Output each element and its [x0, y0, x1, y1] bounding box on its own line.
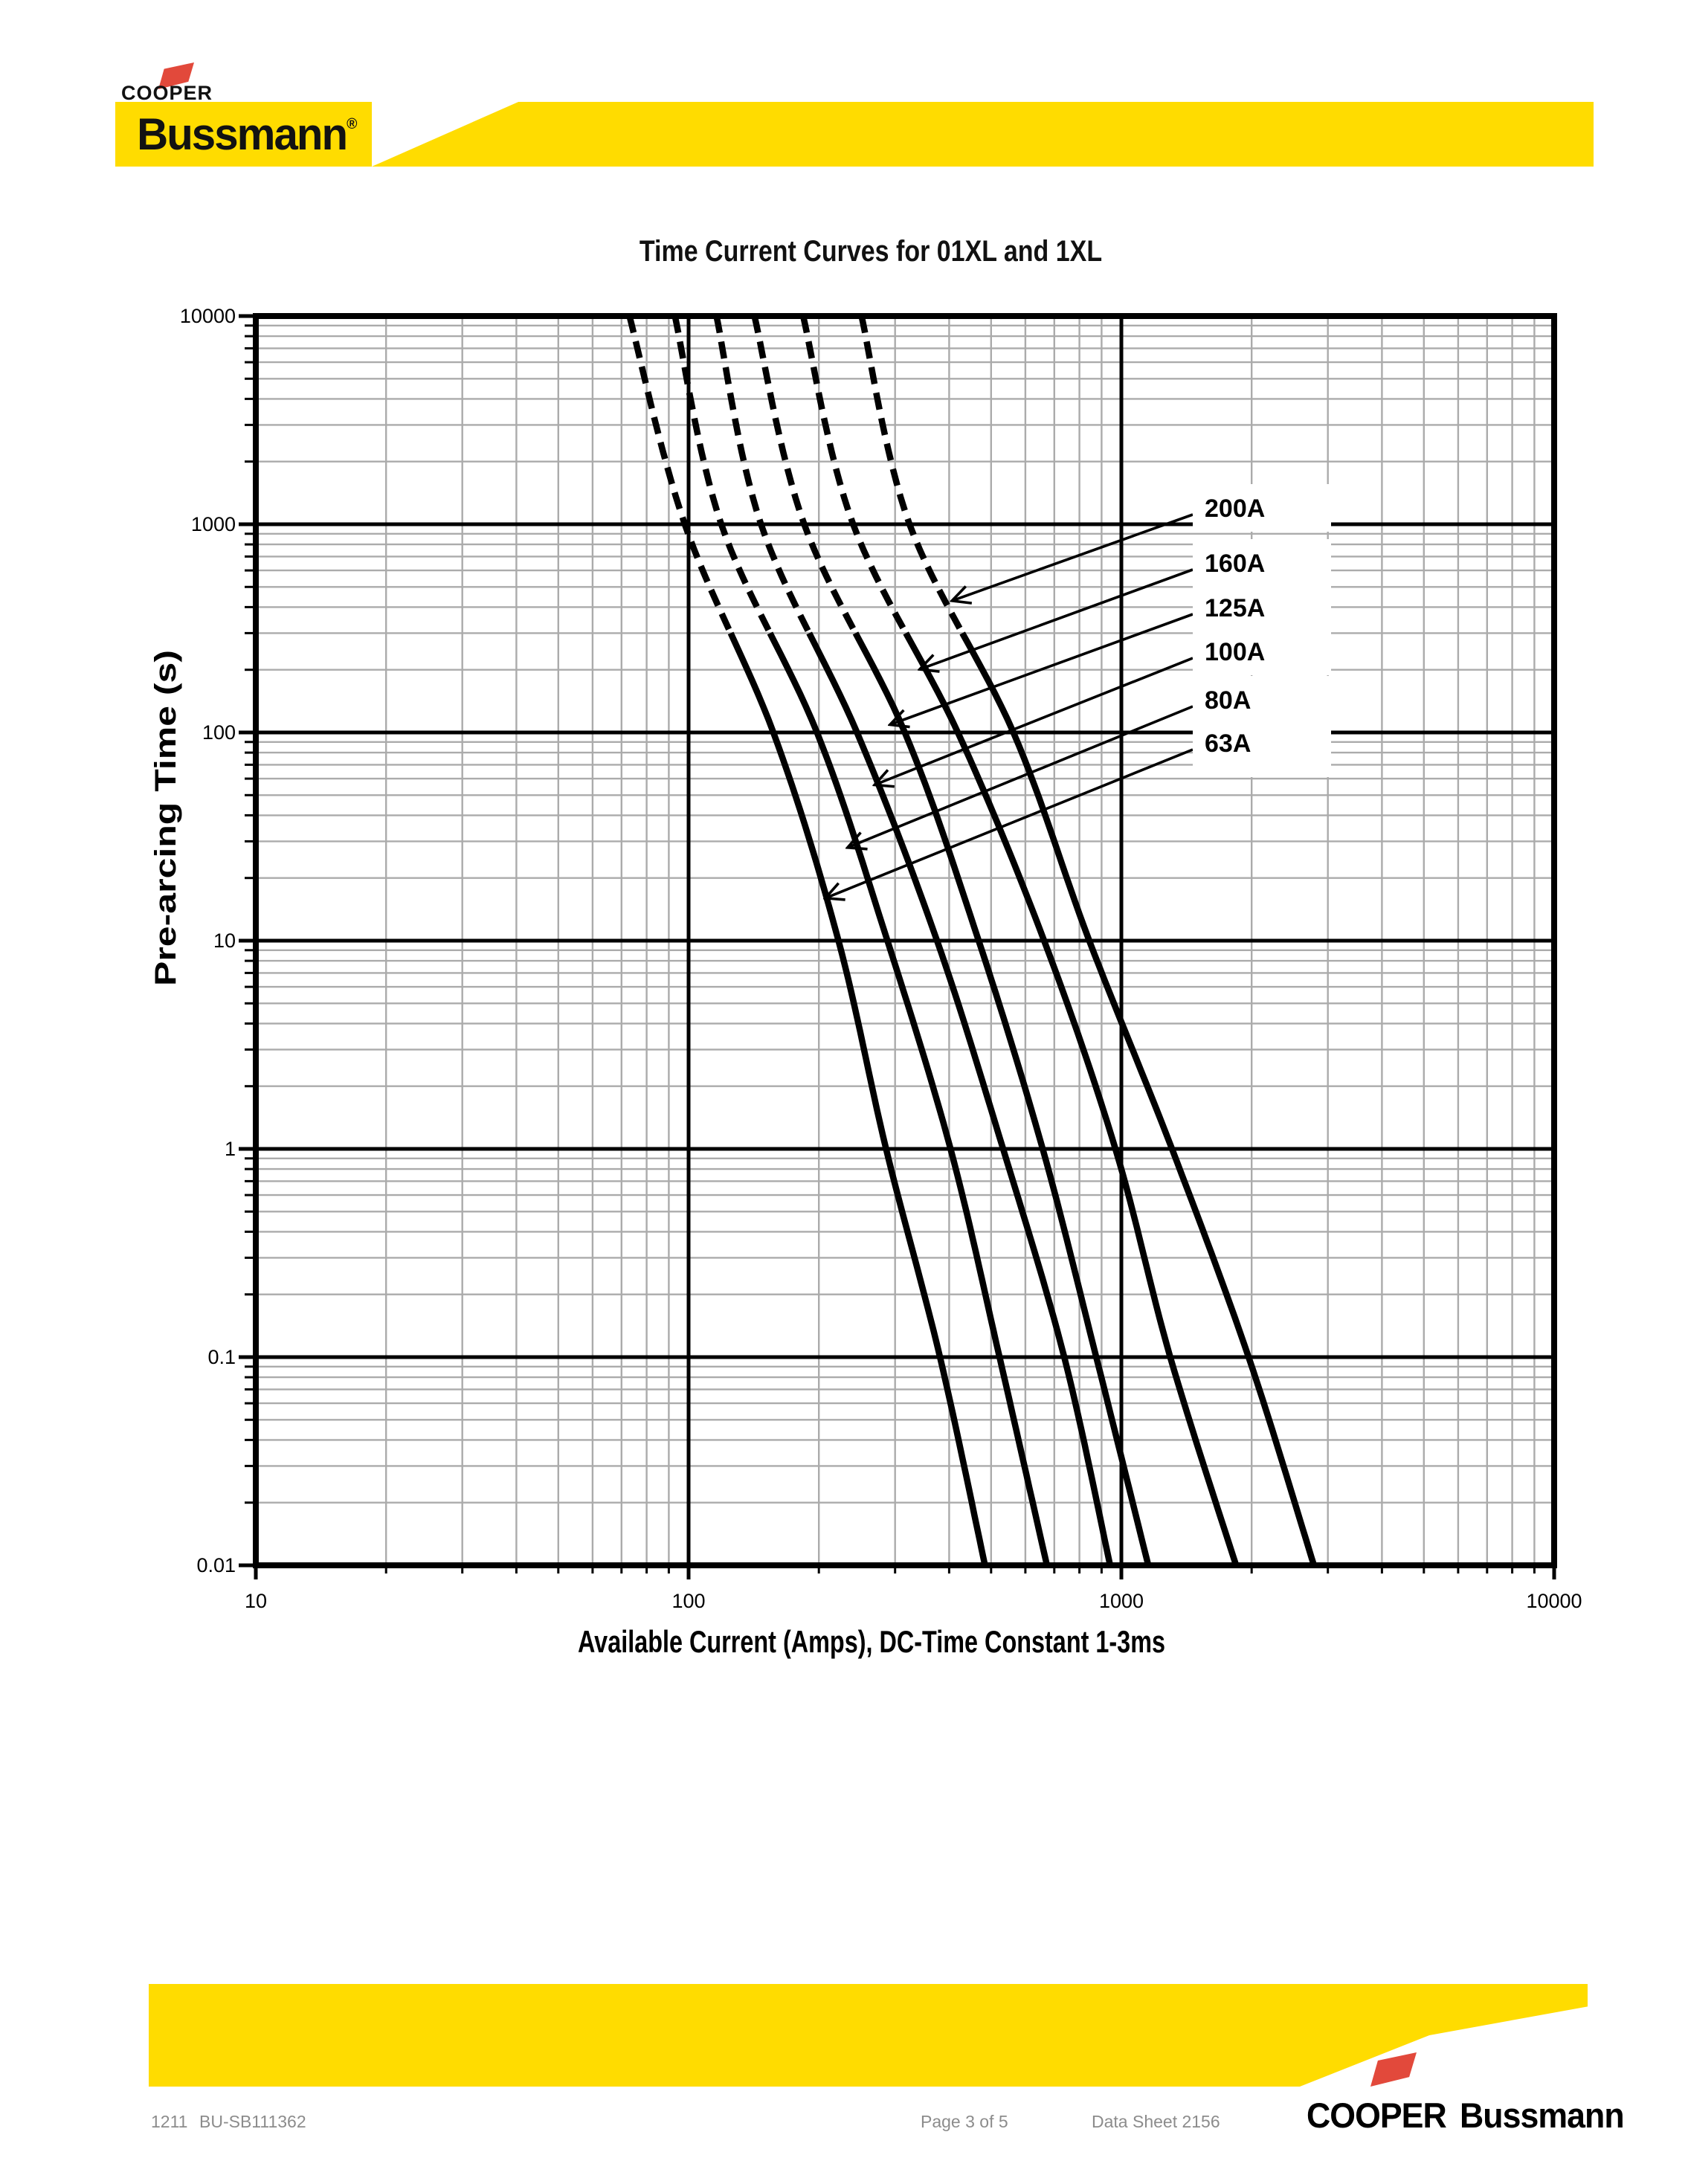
label-box-125A: [1193, 584, 1331, 631]
leader-80A: [848, 705, 1193, 848]
y-tick-label: 10: [213, 930, 236, 952]
cooper-wordmark: COOPER: [121, 82, 213, 104]
y-tick-label: 1000: [191, 513, 236, 535]
x-tick-label: 1000: [1099, 1590, 1144, 1612]
label-box-200A: [1193, 484, 1331, 532]
footer-date-code: 1211: [151, 2112, 188, 2131]
curve-160A-dashed: [799, 315, 909, 635]
bussmann-wordmark: Bussmann®: [137, 109, 357, 159]
curve-80A-solid: [767, 631, 1051, 1566]
footer-datasheet-number: Data Sheet 2156: [1092, 2112, 1220, 2131]
curve-100A-solid: [806, 631, 1114, 1566]
curve-125A-dashed: [751, 315, 859, 635]
curve-label-63A: 63A: [1205, 729, 1251, 758]
registered-mark: ®: [347, 116, 357, 132]
axis-ticks: [239, 314, 1556, 1579]
y-axis-title: Pre-arcing Time (s): [149, 650, 182, 986]
label-leader-arrows: [825, 513, 1193, 898]
curve-160A-solid: [903, 631, 1240, 1567]
leader-125A: [890, 613, 1193, 725]
axis-text: 10000 1000 100 10 1 0.1 0.01 10 100 1000 10000 Avai…: [149, 305, 1582, 1659]
curve-100A-dashed: [713, 315, 813, 635]
curve-80A-dashed: [671, 315, 773, 635]
decade-gridlines: [256, 316, 1554, 1565]
curve-label-160A: 160A: [1205, 550, 1265, 578]
leader-63A: [825, 748, 1193, 898]
curve-label-100A: 100A: [1205, 638, 1265, 666]
leader-200A: [952, 513, 1193, 601]
curve-label-200A: 200A: [1205, 495, 1265, 523]
x-tick-label: 10: [245, 1590, 267, 1612]
bussmann-logo-box: Bussmann®: [115, 102, 372, 167]
y-tick-label: 1: [225, 1138, 236, 1160]
label-box-100A: [1193, 628, 1331, 675]
y-tick-label: 10000: [180, 305, 236, 327]
leader-100A: [874, 657, 1193, 785]
curve-label-125A: 125A: [1205, 594, 1265, 622]
curve-125A-solid: [852, 631, 1152, 1567]
bussmann-wordmark: Bussmann: [1459, 2096, 1625, 2135]
curve-200A-solid: [959, 631, 1318, 1567]
label-box-63A: [1193, 719, 1331, 777]
cooper-wordmark: COOPER: [1307, 2096, 1447, 2135]
x-tick-label: 100: [671, 1590, 705, 1612]
y-tick-label: 0.1: [207, 1346, 236, 1368]
label-box-80A: [1193, 676, 1331, 724]
header-yellow-band: [372, 102, 1594, 167]
curve-63A-dashed: [626, 315, 734, 635]
y-tick-label: 0.01: [196, 1554, 236, 1576]
footer-doc-number: BU-SB111362: [199, 2112, 306, 2131]
curve-63A-solid: [727, 631, 988, 1566]
chart-title: Time Current Curves for 01XL and 1XL: [639, 235, 1103, 268]
leader-160A: [920, 568, 1193, 669]
curve-label-80A: 80A: [1205, 686, 1251, 715]
x-axis-title: Available Current (Amps), DC-Time Consta…: [578, 1624, 1165, 1659]
y-tick-label: 100: [202, 721, 236, 744]
label-box-160A: [1193, 539, 1331, 587]
curve-labels: 200A 160A 125A 100A 80A 63A: [1193, 484, 1331, 777]
x-tick-label: 10000: [1526, 1590, 1582, 1612]
cooper-bussmann-logo: COOPER Bussmann: [1307, 2095, 1632, 2136]
footer-page-number: Page 3 of 5: [921, 2112, 1008, 2131]
curve-200A-dashed: [858, 315, 965, 635]
